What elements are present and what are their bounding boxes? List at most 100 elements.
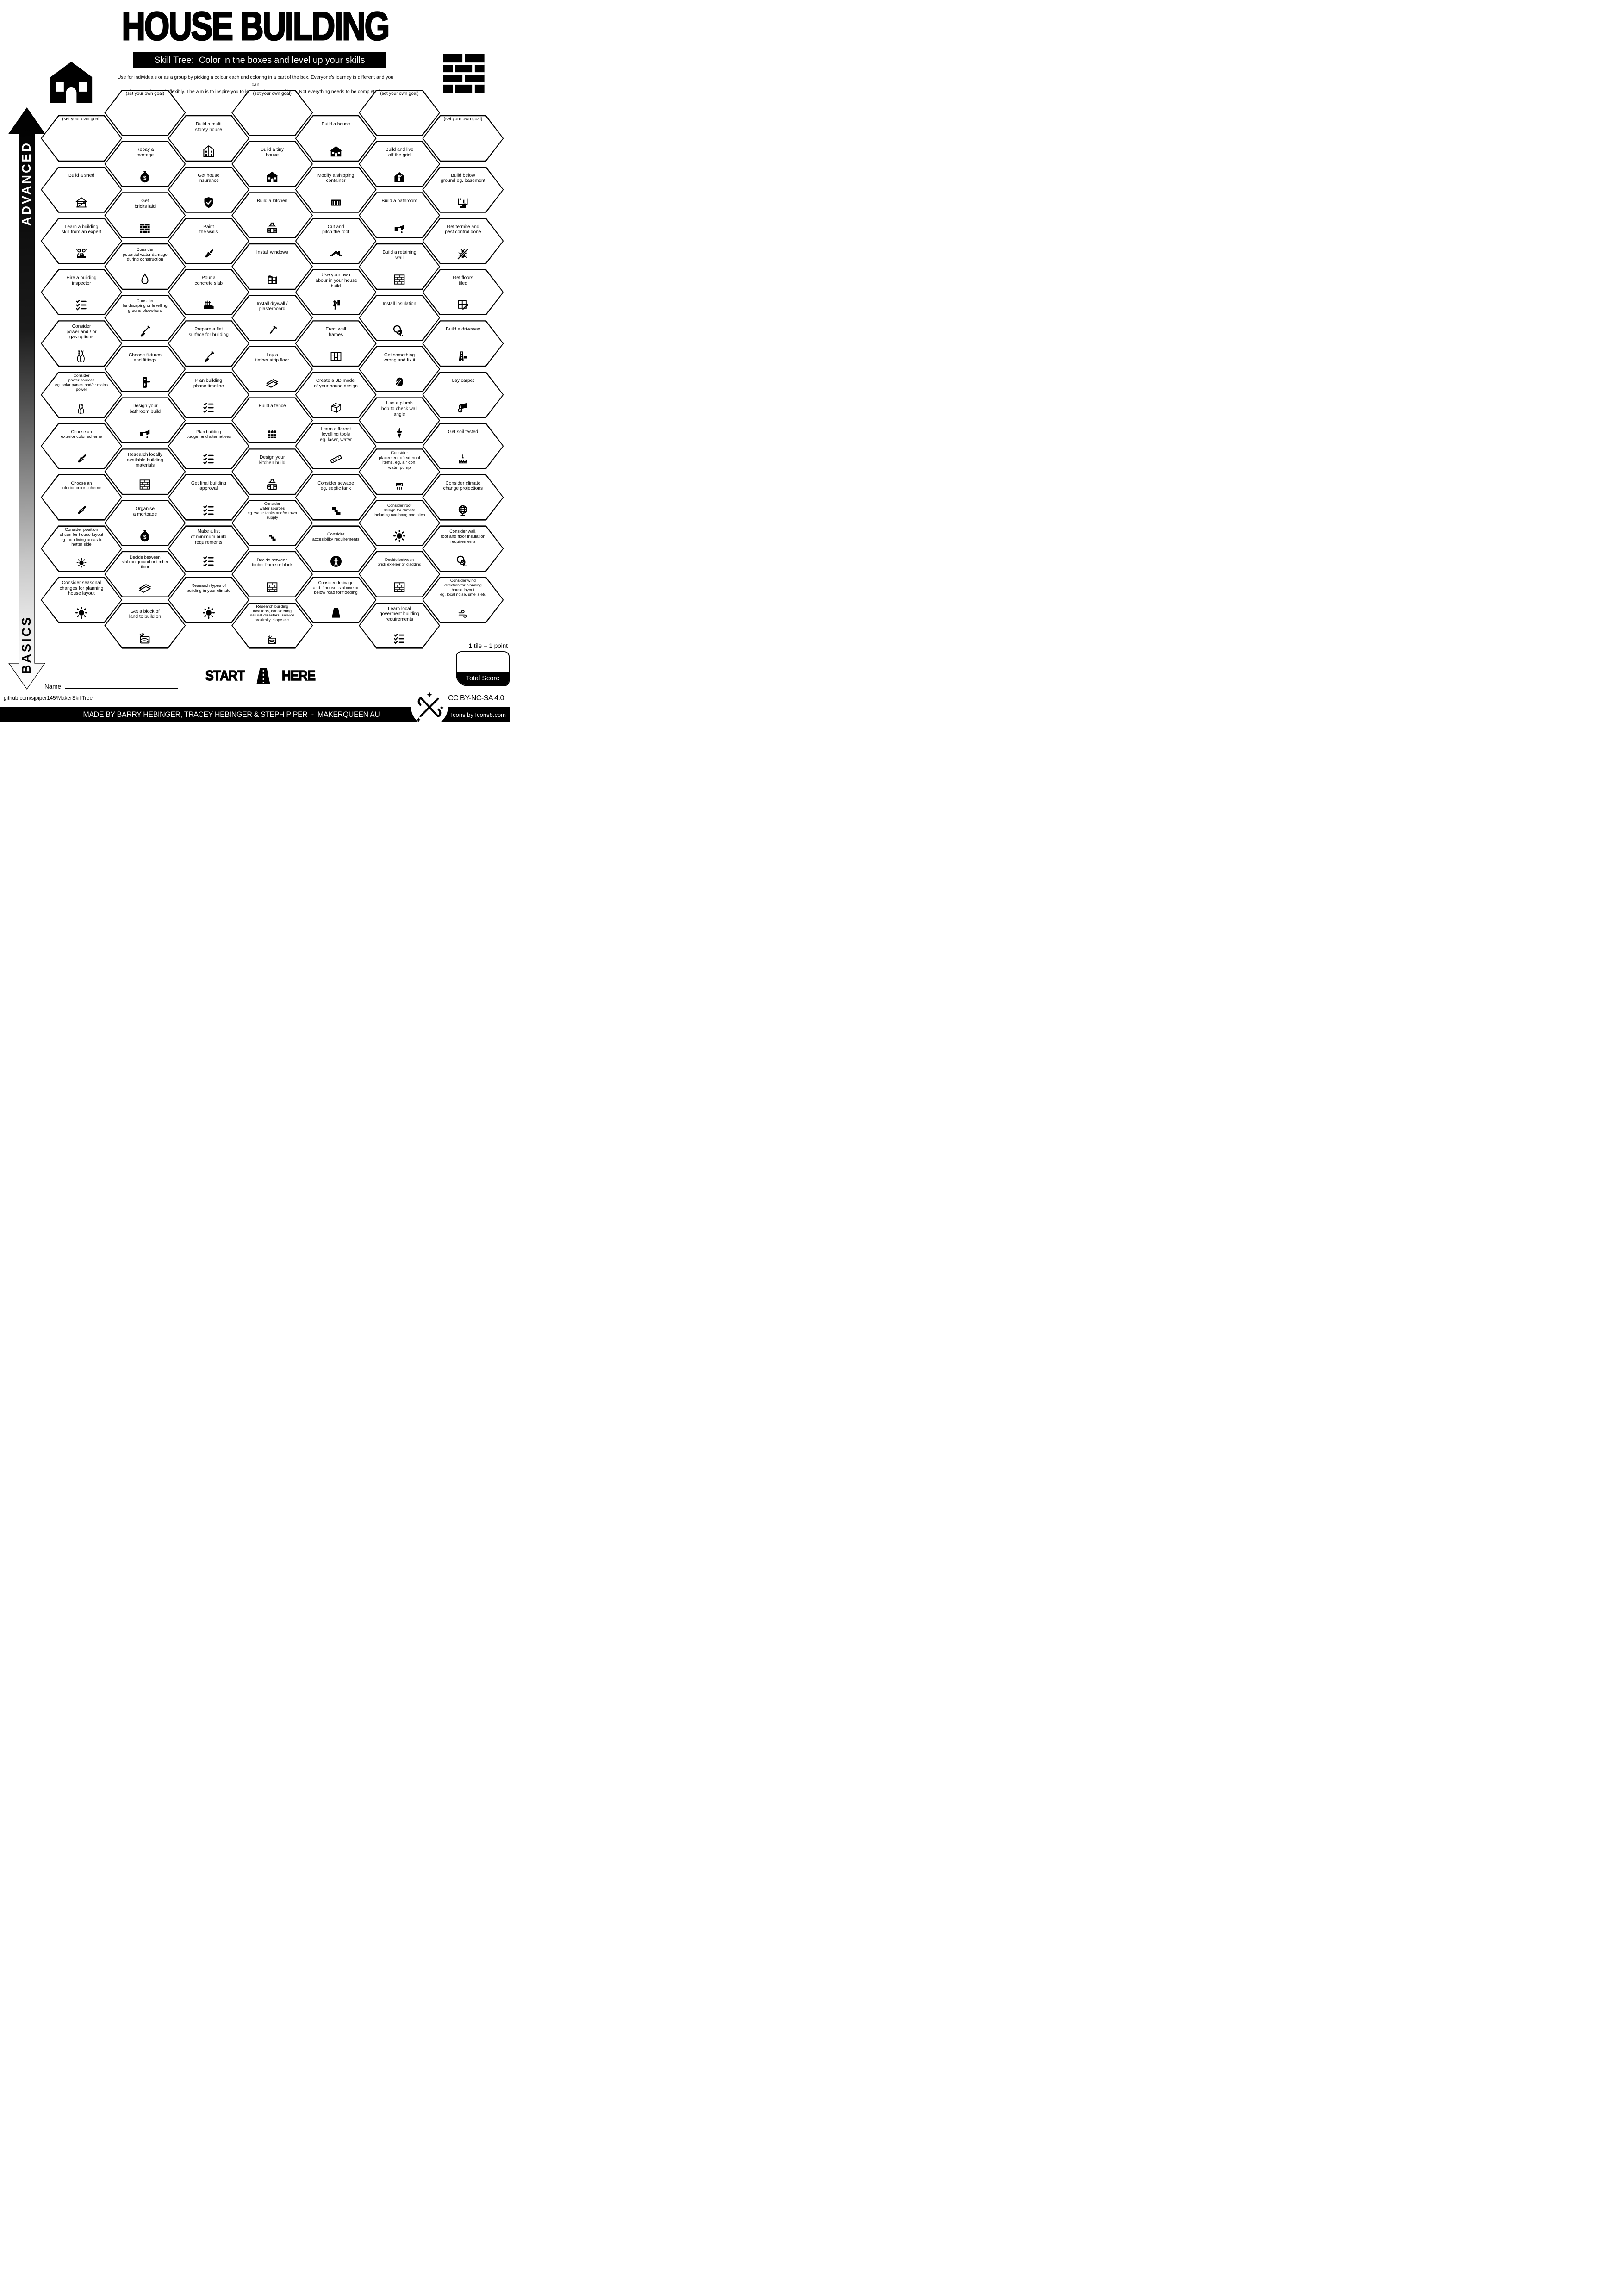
skill-tile[interactable]: Design your bathroom build [104, 397, 186, 444]
skill-tile[interactable]: Build a tiny house [231, 141, 313, 187]
skill-tile[interactable]: Cut and pitch the roof [295, 218, 377, 264]
tile-label: Consider climate change projections [443, 480, 483, 492]
skill-tile[interactable]: Pour a concrete slab [168, 269, 249, 316]
skill-tile[interactable]: Build a multi storey house [168, 115, 249, 162]
skill-tile[interactable]: Get floors tiled [422, 269, 504, 316]
skill-tile[interactable]: Research building locations, considering… [231, 602, 313, 649]
skill-tile[interactable]: Learn different levelling tools eg. lase… [295, 423, 377, 469]
credit-text: MADE BY BARRY HEBINGER, TRACEY HEBINGER … [83, 710, 380, 719]
tile-label: Consider sewage eg. septic tank [317, 480, 354, 492]
skill-tile[interactable]: Build below ground eg. basement [422, 166, 504, 213]
skill-tile[interactable]: Build a kitchen [231, 192, 313, 239]
timber-planks-icon [139, 584, 151, 593]
checklist-icon [75, 300, 87, 311]
skill-tile[interactable]: Build a retaining wall [359, 243, 440, 290]
skill-tile[interactable]: Prepare a flat surface for building [168, 320, 249, 367]
maker-tools-badge-icon [410, 688, 449, 722]
skill-tile[interactable]: Design your kitchen build [231, 448, 313, 495]
tile-label: Modify a shipping container [317, 173, 355, 184]
skill-tile[interactable]: Consider placement of external items, eg… [359, 448, 440, 495]
skill-tile[interactable]: Decide between timber frame or block [231, 551, 313, 597]
tile-label: Consider power and / or gas options [66, 324, 97, 340]
skill-tile[interactable]: Use your own labour in your house build [295, 269, 377, 316]
skill-tile[interactable]: Get termite and pest control done [422, 218, 504, 264]
skill-tile[interactable]: Use a plumb bob to check wall angle [359, 397, 440, 444]
skill-tile[interactable]: Learn a building skill from an expert [41, 218, 122, 264]
goal-tile[interactable]: (set your own goal) [231, 89, 313, 136]
faucet-icon [140, 430, 150, 438]
tile-label: Consider drainage and if house is above … [313, 580, 359, 595]
skill-tile[interactable]: Get house insurance [168, 166, 249, 213]
skill-tile[interactable]: Consider roof design for climate includi… [359, 500, 440, 546]
skill-tile[interactable]: Lay a timber strip floor [231, 346, 313, 392]
skill-tile[interactable]: Erect wall frames [295, 320, 377, 367]
skill-tile[interactable]: Create a 3D model of your house design [295, 372, 377, 418]
skill-tile[interactable]: Modify a shipping container [295, 166, 377, 213]
brick-wall-outline-icon [394, 274, 405, 285]
skill-tile[interactable]: Get bricks laid [104, 192, 186, 239]
tile-label: Get bricks laid [134, 199, 156, 209]
goal-tile[interactable]: (set your own goal) [104, 89, 186, 136]
skill-tile[interactable]: Consider power and / or gas options [41, 320, 122, 367]
skill-tile[interactable]: Get final building approval [168, 474, 249, 521]
skill-tile[interactable]: Get a block of land to build on [104, 602, 186, 649]
skill-tile[interactable]: Decide between slab on ground or timber … [104, 551, 186, 597]
skill-tile[interactable]: Consider water sources eg. water tanks a… [231, 500, 313, 546]
skill-tile[interactable]: Hire a building inspector [41, 269, 122, 316]
tile-label: (set your own goal) [62, 117, 101, 122]
skill-tile[interactable]: Consider power sources eg. solar panels … [41, 372, 122, 418]
skill-tile[interactable]: Install insulation [359, 294, 440, 341]
skill-tile[interactable]: Lay carpet [422, 372, 504, 418]
skill-tile[interactable]: Consider potential water damage during c… [104, 243, 186, 290]
goal-tile[interactable]: (set your own goal) [41, 115, 122, 162]
skill-tile[interactable]: Choose fixtures and fittings [104, 346, 186, 392]
skill-tile[interactable]: Get something wrong and fix it [359, 346, 440, 392]
skill-tile[interactable]: Consider climate change projections [422, 474, 504, 521]
total-score-entry[interactable] [457, 652, 509, 672]
github-link[interactable]: github.com/sjpiper145/MakerSkillTree [4, 696, 93, 701]
floor-tiles-icon [458, 300, 469, 311]
skill-tile[interactable]: Decide between brick exterior or claddin… [359, 551, 440, 597]
tile-label: Cut and pitch the roof [322, 224, 350, 235]
tile-label: Consider accesibility requirements [312, 532, 360, 541]
skill-tile[interactable]: Plan building budget and alternatives [168, 423, 249, 469]
skill-tile[interactable]: Consider landscaping or levelling ground… [104, 294, 186, 341]
skill-tile[interactable]: Consider position of sun for house layou… [41, 525, 122, 572]
bug-icon [454, 247, 472, 261]
skill-tile[interactable]: Install drywall / plasterboard [231, 294, 313, 341]
skill-tile[interactable]: Research locally available building mate… [104, 448, 186, 495]
skill-tile[interactable]: Get soil tested [422, 423, 504, 469]
skill-tile[interactable]: Choose an exterior color scheme [41, 423, 122, 469]
skill-tile[interactable]: Plan building phase timeline [168, 372, 249, 418]
skill-tile[interactable]: Research types of building in your clima… [168, 577, 249, 623]
window-icon [268, 275, 277, 284]
skill-tile[interactable]: Repay a mortage [104, 141, 186, 187]
skill-tile[interactable]: Build a shed [41, 166, 122, 213]
skill-tile[interactable]: Consider seasonal changes for planning h… [41, 577, 122, 623]
droplet-icon [141, 274, 149, 285]
skill-tile[interactable]: Install windows [231, 243, 313, 290]
skill-tile[interactable]: Consider accesibility requirements [295, 525, 377, 572]
icons-credit[interactable]: Icons by Icons8.com [451, 711, 506, 718]
road-icon [331, 607, 341, 618]
skill-tile[interactable]: Learn local goverment building requireme… [359, 602, 440, 649]
skill-tile[interactable]: Organise a mortgage [104, 500, 186, 546]
skill-tile[interactable]: Build a bathroom [359, 192, 440, 239]
skill-tile[interactable]: Build a fence [231, 397, 313, 444]
insulation-roll-icon [457, 555, 468, 567]
goal-tile[interactable]: (set your own goal) [359, 89, 440, 136]
money-bag-icon [140, 530, 150, 542]
skill-tile[interactable]: Build a driveway [422, 320, 504, 367]
skill-tile[interactable]: Consider wall, roof and floor insulation… [422, 525, 504, 572]
skill-tile[interactable]: Choose an interior color scheme [41, 474, 122, 521]
skill-tile[interactable]: Consider sewage eg. septic tank [295, 474, 377, 521]
goal-tile[interactable]: (set your own goal) [422, 115, 504, 162]
skill-tile[interactable]: Build a house [295, 115, 377, 162]
skill-tile[interactable]: Consider wind direction for planning hou… [422, 577, 504, 623]
skill-tile[interactable]: Paint the walls [168, 218, 249, 264]
skill-tile[interactable]: Build and live off the grid [359, 141, 440, 187]
skill-tile[interactable]: Consider drainage and if house is above … [295, 577, 377, 623]
name-input-line[interactable] [64, 681, 178, 689]
wires-icon [78, 404, 84, 414]
skill-tile[interactable]: Make a list of minimum build requirement… [168, 525, 249, 572]
